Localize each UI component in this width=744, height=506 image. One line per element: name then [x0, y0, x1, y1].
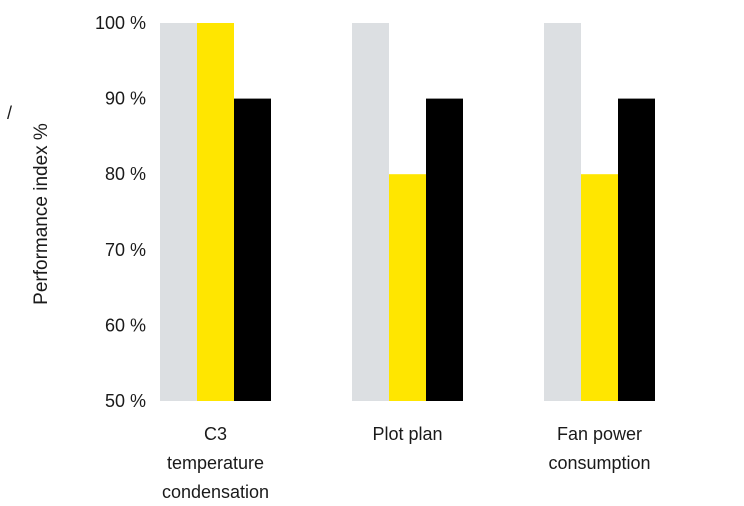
bar — [234, 98, 271, 401]
bar — [544, 23, 581, 401]
y-tick-label: 60 % — [105, 315, 146, 335]
y-axis-title: Performance index % — [31, 123, 52, 305]
x-category-label: temperature — [167, 453, 264, 473]
y-axis-ticks: 50 % 60 % 70 % 80 % 90 % 100 % — [95, 13, 146, 411]
y-tick-label: 80 % — [105, 164, 146, 184]
x-axis-category-labels: C3 temperature condensation Plot plan Fan po… — [162, 424, 651, 502]
stray-slash-mark: / — [7, 103, 12, 123]
bar — [426, 98, 463, 401]
x-category-label: C3 — [204, 424, 227, 444]
y-tick-label: 90 % — [105, 89, 146, 109]
bar — [581, 174, 618, 401]
x-category-label: consumption — [548, 453, 650, 473]
bar — [352, 23, 389, 401]
y-tick-label: 70 % — [105, 240, 146, 260]
bar — [160, 23, 197, 401]
bar — [197, 23, 234, 401]
x-category-label: condensation — [162, 482, 269, 502]
y-tick-label: 50 % — [105, 391, 146, 411]
y-tick-label: 100 % — [95, 13, 146, 33]
x-category-label: Plot plan — [372, 424, 442, 444]
bar — [618, 98, 655, 401]
bar — [389, 174, 426, 401]
bars-group — [160, 23, 655, 401]
x-category-label: Fan power — [557, 424, 642, 444]
